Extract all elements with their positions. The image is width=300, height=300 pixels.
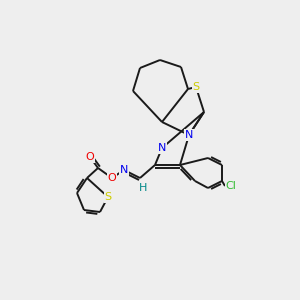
Text: N: N [158, 143, 166, 153]
Text: Cl: Cl [226, 181, 236, 191]
Text: O: O [108, 173, 116, 183]
Text: O: O [85, 152, 94, 162]
Text: N: N [120, 165, 128, 175]
Text: S: S [192, 82, 200, 92]
Text: S: S [104, 192, 112, 202]
Text: H: H [139, 183, 147, 193]
Text: N: N [185, 130, 193, 140]
